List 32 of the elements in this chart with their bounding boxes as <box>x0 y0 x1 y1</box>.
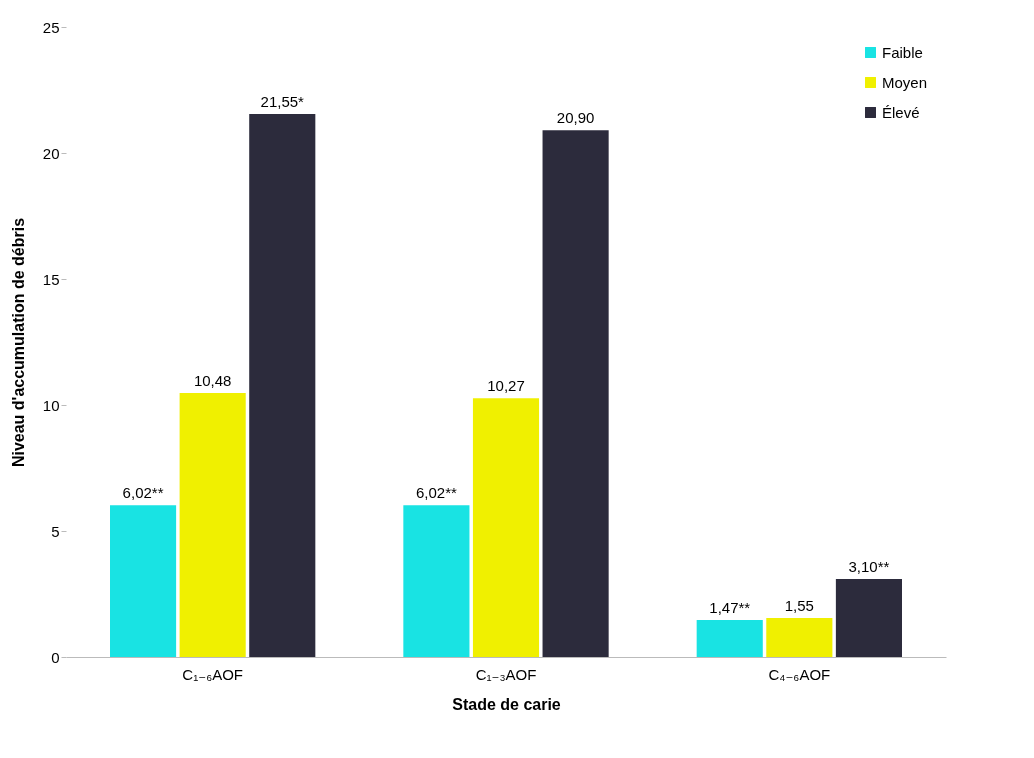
bar <box>766 617 833 657</box>
legend-label: Élevé <box>882 103 920 121</box>
data-label: 1,55 <box>784 596 814 614</box>
data-label: 10,48 <box>193 371 232 389</box>
y-tick-label: 10 <box>42 396 60 414</box>
bar <box>403 505 470 657</box>
x-tick-label: C₁₋₃AOF <box>475 665 537 683</box>
data-label: 21,55* <box>260 92 305 110</box>
bar <box>179 392 246 657</box>
data-label: 3,10** <box>848 557 890 575</box>
bar <box>696 619 763 657</box>
legend-label: Moyen <box>882 73 928 91</box>
bar <box>249 113 316 657</box>
y-tick-label: 15 <box>42 270 60 288</box>
y-tick-label: 20 <box>42 144 60 162</box>
data-label: 6,02** <box>122 484 164 502</box>
y-tick-label: 0 <box>51 648 60 666</box>
x-tick-label: C₁₋₆AOF <box>182 665 244 683</box>
bar <box>835 578 902 657</box>
x-axis-title: Stade de carie <box>452 695 561 713</box>
data-label: 10,27 <box>487 377 525 395</box>
x-tick-label: C₄₋₆AOF <box>768 665 831 683</box>
data-label: 1,47** <box>709 598 751 616</box>
data-label: 6,02** <box>415 484 457 502</box>
legend-label: Faible <box>882 43 923 61</box>
bar <box>542 130 609 657</box>
bar <box>472 398 540 657</box>
data-label: 20,90 <box>556 109 595 127</box>
y-tick-label: 25 <box>42 18 60 36</box>
y-tick-label: 5 <box>51 522 60 540</box>
bar <box>110 505 177 657</box>
y-axis-title: Niveau d'accumulation de débris <box>9 217 27 468</box>
